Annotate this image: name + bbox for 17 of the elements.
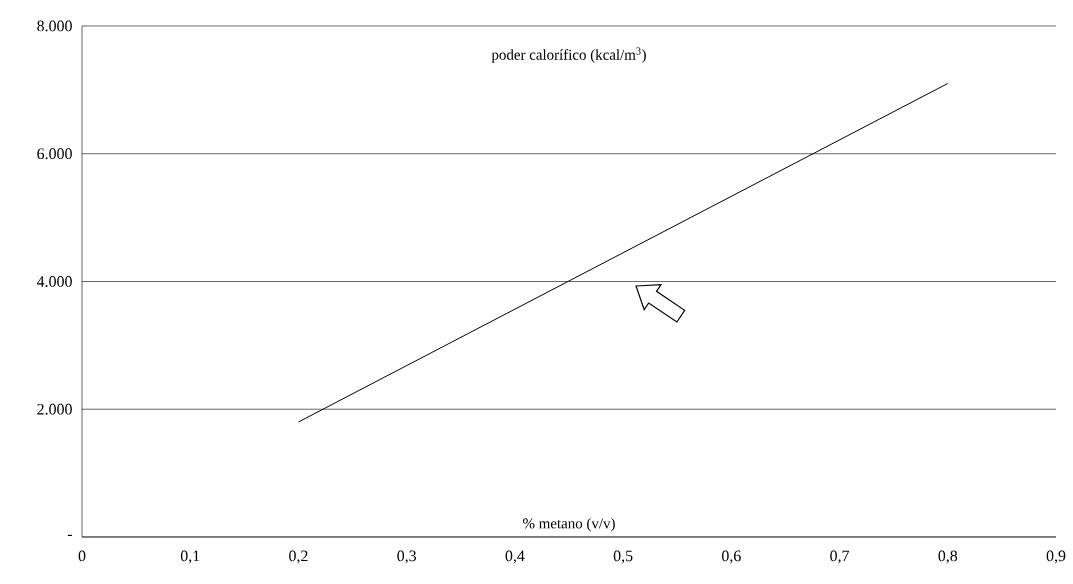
x-tick-label: 0,1 [180,550,200,564]
x-tick-label: 0,8 [938,550,958,564]
y-tick-label: 8.000 [37,20,72,32]
y-tick-label: - [67,534,72,536]
x-tick-label: 0,4 [505,550,525,564]
x-tick-label: 0,7 [830,550,850,564]
x-tick-label: 0 [78,550,86,562]
y-tick-label: 2.000 [37,403,72,415]
x-tick-label: 0,2 [289,550,308,564]
x-axis-title: % metano (v/v) [523,517,615,532]
x-tick-label: 0,3 [397,550,417,564]
x-tick-label: 0,9 [1046,550,1066,564]
y-tick-label: 4.000 [36,276,72,287]
y-tick-label: 6.000 [37,148,72,160]
x-tick-label: 0,5 [613,550,633,564]
y-axis-title: poder calorífico (kcal/m$^{3}$) [491,47,646,63]
x-tick-label: 0,6 [721,550,741,564]
